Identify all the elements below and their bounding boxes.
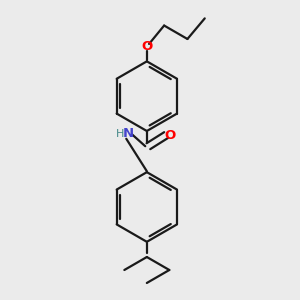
Text: N: N: [123, 127, 134, 140]
Text: O: O: [164, 129, 176, 142]
Text: H: H: [116, 129, 125, 139]
Text: O: O: [141, 40, 152, 53]
